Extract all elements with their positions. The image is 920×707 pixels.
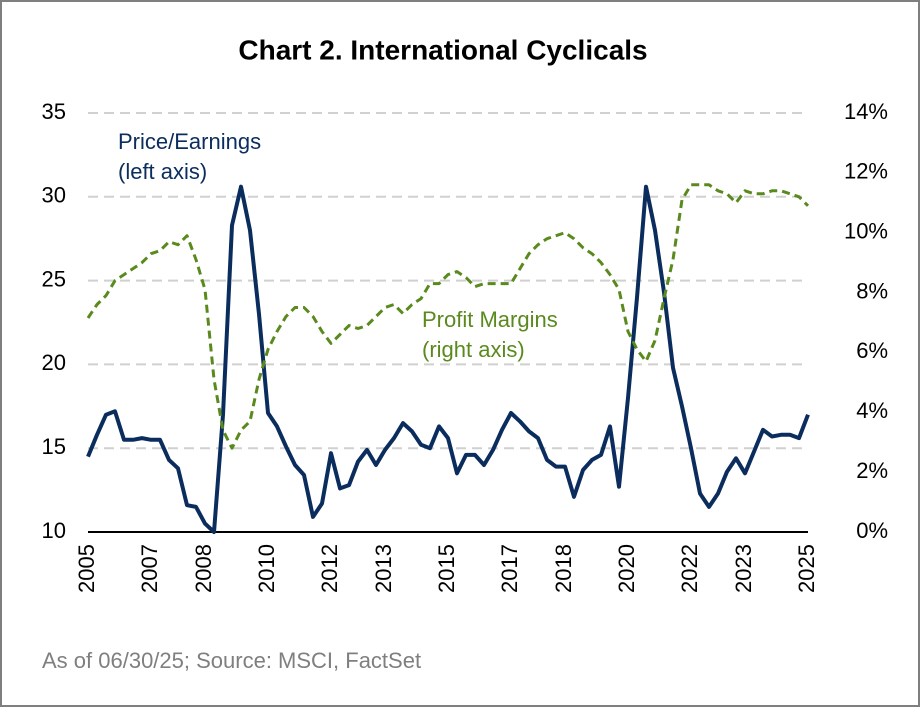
- series-line: [86, 184, 810, 534]
- x-tick-label: 2020: [614, 544, 639, 593]
- x-tick-label: 2012: [317, 544, 342, 593]
- x-tick-label: 2022: [677, 544, 702, 593]
- x-tick-label: 2025: [794, 544, 819, 593]
- x-tick-label: 2017: [497, 544, 522, 593]
- chart-title: Chart 2. International Cyclicals: [238, 34, 647, 65]
- y2-tick-label: 14%: [844, 99, 888, 124]
- x-tick-label: 2023: [731, 544, 756, 593]
- footnote: As of 06/30/25; Source: MSCI, FactSet: [42, 648, 421, 673]
- y-tick-label: 20: [42, 350, 66, 375]
- y-tick-label: 30: [42, 183, 66, 208]
- y-tick-label: 35: [42, 99, 66, 124]
- annotation: Profit Margins: [422, 307, 558, 332]
- y2-tick-label: 2%: [856, 458, 888, 483]
- x-tick-label: 2008: [191, 544, 216, 593]
- annotation: (left axis): [118, 159, 207, 184]
- y2-tick-label: 12%: [844, 159, 888, 184]
- x-tick-label: 2005: [74, 544, 99, 593]
- series-line: [86, 183, 810, 450]
- x-tick-label: 2018: [551, 544, 576, 593]
- x-tick-label: 2007: [137, 544, 162, 593]
- x-tick-label: 2010: [254, 544, 279, 593]
- y-tick-label: 15: [42, 434, 66, 459]
- y2-tick-label: 6%: [856, 338, 888, 363]
- x-tick-label: 2015: [434, 544, 459, 593]
- annotation: Price/Earnings: [118, 129, 261, 154]
- y-tick-label: 25: [42, 266, 66, 291]
- y2-tick-label: 4%: [856, 398, 888, 423]
- x-tick-label: 2013: [371, 544, 396, 593]
- y-tick-label: 10: [42, 518, 66, 543]
- y2-tick-label: 8%: [856, 278, 888, 303]
- annotation: (right axis): [422, 337, 525, 362]
- y2-tick-label: 0%: [856, 518, 888, 543]
- y2-tick-label: 10%: [844, 219, 888, 244]
